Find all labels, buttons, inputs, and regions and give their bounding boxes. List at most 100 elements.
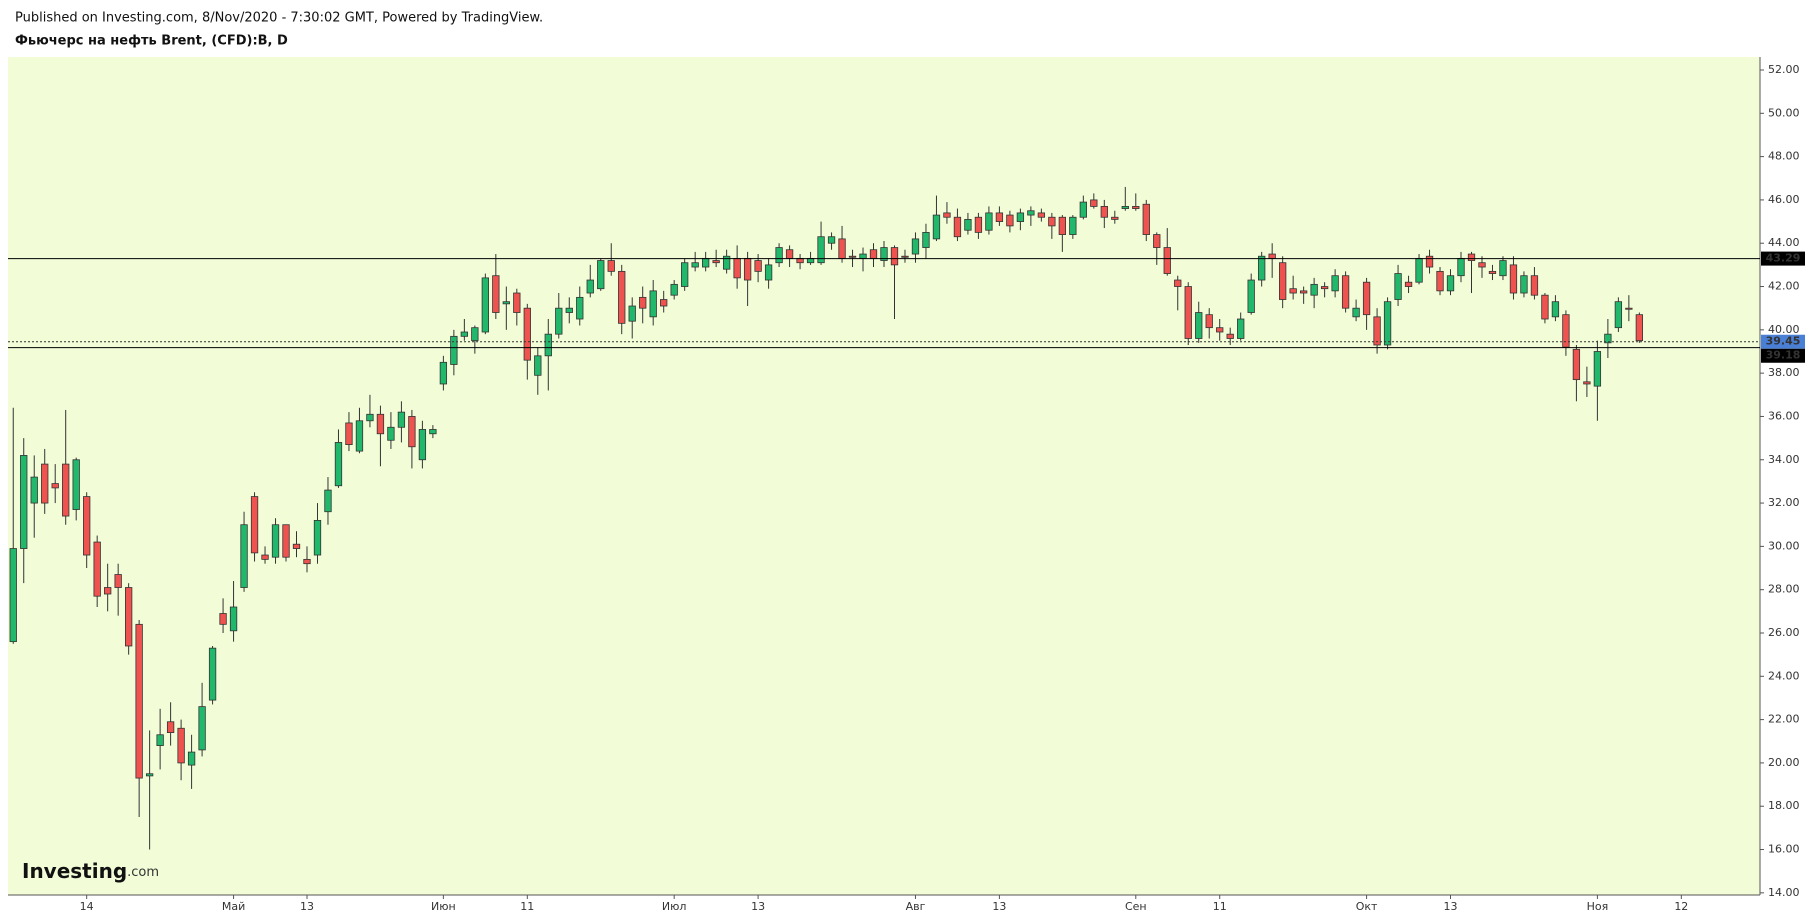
y-tick-label: 26.00 [1768,626,1800,639]
candle-body [1153,234,1161,248]
candle-body [964,219,972,231]
candle-body [523,307,531,361]
candle-body [1027,210,1035,216]
candle-body [1415,257,1423,283]
candle-body [1237,318,1245,339]
candle-body [1467,253,1476,261]
y-tick-label: 40.00 [1768,323,1800,336]
price-label-box [1761,334,1805,349]
candle-body [460,331,469,337]
candle-body [1121,206,1129,209]
y-tick-label: 46.00 [1768,193,1800,206]
x-tick-label: Ноя [1587,900,1609,913]
candle-body [985,212,993,231]
candle-body [1279,262,1287,300]
y-tick-label: 42.00 [1768,280,1800,293]
candle-body [922,231,930,248]
candle-body [1226,333,1234,339]
candle-body [408,416,416,448]
candle-body [911,238,920,255]
candle-body [869,249,878,259]
x-tick-label: 13 [992,900,1006,913]
y-tick-label: 30.00 [1768,539,1800,552]
candle-body [1404,281,1413,287]
candle-body [83,496,91,556]
candle-body [1195,312,1203,339]
candle-body [995,212,1004,222]
candle-body [1446,275,1455,292]
candle-body [1625,307,1633,310]
candle-body [890,247,899,266]
x-tick-label: 13 [751,900,765,913]
y-tick-label: 32.00 [1768,496,1800,509]
candle-body [41,463,49,504]
candle-body [544,333,552,357]
y-tick-label: 22.00 [1768,713,1800,726]
candle-body [104,587,112,595]
x-tick-label: Сен [1125,900,1147,913]
candle-body [943,212,951,218]
y-tick-label: 44.00 [1768,236,1800,249]
candle-body [691,262,699,268]
y-tick-label: 48.00 [1768,150,1800,163]
plot-background [8,57,1760,895]
candle-body [1604,333,1612,344]
candle-body [1069,216,1077,235]
candle-body [1174,279,1182,287]
price-label: 39.18 [1766,349,1801,362]
candle-body [62,463,70,517]
candle-body [334,442,343,487]
candle-body [502,301,510,305]
candle-body [1320,286,1329,290]
published-note: Published on Investing.com, 8/Nov/2020 -… [15,11,543,26]
candle-body [785,249,794,259]
y-tick-label: 18.00 [1768,799,1800,812]
candle-body [859,253,867,259]
candle-body [1488,270,1497,274]
candle-body [1457,257,1465,277]
candle-body [1530,275,1539,296]
candle-body [681,262,689,287]
candle-body [743,257,752,281]
candle-body [618,270,626,324]
candle-body [1436,270,1444,292]
candle-body [1100,206,1108,218]
candle-body [418,429,427,461]
candle-body [754,260,762,272]
candle-body [1341,275,1350,309]
candle-body [586,279,594,294]
candle-body [848,255,857,258]
candle-body [1006,214,1014,227]
candle-body [1058,216,1066,235]
candle-body [1079,201,1087,218]
candle-body [240,524,248,588]
candle-body [156,734,164,746]
y-tick-label: 28.00 [1768,583,1800,596]
candle-body [1499,260,1507,277]
candle-body [838,238,846,259]
y-tick-label: 16.00 [1768,843,1800,856]
candle-body [628,305,636,322]
candle-body [1142,203,1150,235]
y-tick-label: 50.00 [1768,106,1800,119]
candle-body [282,524,290,558]
price-label: 43.29 [1766,252,1801,265]
candle-body [649,290,657,318]
y-tick-label: 36.00 [1768,409,1800,422]
candle-body [639,296,647,309]
candle-body [93,541,101,597]
x-tick-label: 12 [1674,900,1688,913]
candle-body [712,260,720,264]
candle-body [974,216,983,233]
candle-body [9,548,17,643]
x-tick-label: Июл [662,900,687,913]
candle-body [187,751,196,766]
candle-body [1520,275,1528,294]
logo-suffix: .com [127,865,159,880]
y-tick-label: 20.00 [1768,756,1800,769]
x-tick-label: 11 [1213,900,1227,913]
candle-body [702,257,710,268]
candle-body [513,292,521,313]
candle-body [1310,283,1318,296]
